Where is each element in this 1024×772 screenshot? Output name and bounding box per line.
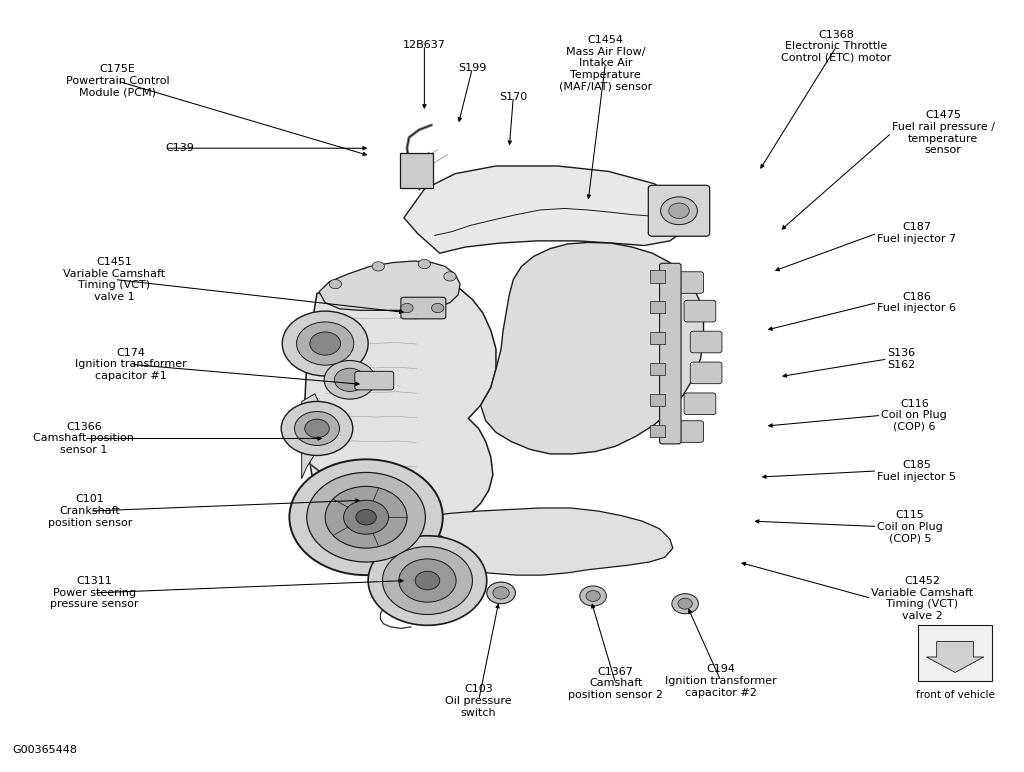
Circle shape	[305, 419, 330, 438]
Bar	[650, 363, 665, 375]
Circle shape	[335, 368, 366, 391]
FancyBboxPatch shape	[684, 300, 716, 322]
Polygon shape	[305, 274, 496, 537]
Circle shape	[325, 361, 375, 399]
Circle shape	[431, 303, 443, 313]
Text: 12B637: 12B637	[402, 40, 445, 49]
FancyBboxPatch shape	[400, 297, 445, 319]
Circle shape	[443, 272, 456, 281]
Text: C1311
Power steering
pressure sensor: C1311 Power steering pressure sensor	[50, 576, 138, 610]
Text: C139: C139	[166, 144, 195, 153]
Circle shape	[418, 259, 430, 269]
Text: C175E
Powertrain Control
Module (PCM): C175E Powertrain Control Module (PCM)	[66, 64, 169, 98]
Text: C174
Ignition transformer
capacitor #1: C174 Ignition transformer capacitor #1	[75, 347, 186, 381]
Circle shape	[678, 598, 692, 609]
Text: C1451
Variable Camshaft
Timing (VCT)
valve 1: C1451 Variable Camshaft Timing (VCT) val…	[63, 257, 166, 302]
Circle shape	[415, 571, 439, 590]
Circle shape	[330, 279, 342, 289]
FancyBboxPatch shape	[399, 153, 432, 188]
Bar	[650, 270, 665, 283]
Text: C1367
Camshaft
position sensor 2: C1367 Camshaft position sensor 2	[568, 666, 664, 700]
Circle shape	[672, 594, 698, 614]
Text: C186
Fuel injector 6: C186 Fuel injector 6	[878, 292, 956, 313]
Polygon shape	[317, 508, 673, 575]
Text: C1475
Fuel rail pressure /
temperature
sensor: C1475 Fuel rail pressure / temperature s…	[892, 110, 994, 155]
Circle shape	[310, 332, 341, 355]
Circle shape	[669, 203, 689, 218]
Text: C187
Fuel injector 7: C187 Fuel injector 7	[878, 222, 956, 244]
FancyBboxPatch shape	[672, 421, 703, 442]
Circle shape	[297, 322, 354, 365]
Polygon shape	[927, 642, 984, 672]
Polygon shape	[480, 242, 703, 454]
Circle shape	[580, 586, 606, 606]
Circle shape	[400, 303, 413, 313]
Bar	[919, 625, 992, 681]
Circle shape	[586, 591, 600, 601]
Text: C116
Coil on Plug
(COP) 6: C116 Coil on Plug (COP) 6	[882, 398, 947, 432]
Circle shape	[369, 536, 486, 625]
Polygon shape	[302, 394, 330, 479]
Text: S136
S162: S136 S162	[888, 348, 915, 370]
Text: G00365448: G00365448	[12, 745, 77, 755]
Circle shape	[326, 486, 407, 548]
Circle shape	[493, 587, 509, 599]
FancyBboxPatch shape	[690, 362, 722, 384]
Text: C101
Crankshaft
position sensor: C101 Crankshaft position sensor	[48, 494, 132, 528]
Circle shape	[398, 573, 419, 588]
Text: C115
Coil on Plug
(COP) 5: C115 Coil on Plug (COP) 5	[878, 510, 943, 543]
Text: C1368
Electronic Throttle
Control (ETC) motor: C1368 Electronic Throttle Control (ETC) …	[781, 29, 892, 63]
FancyBboxPatch shape	[659, 263, 681, 444]
Bar	[650, 301, 665, 313]
Text: C1454
Mass Air Flow/
Intake Air
Temperature
(MAF/IAT) sensor: C1454 Mass Air Flow/ Intake Air Temperat…	[559, 35, 652, 92]
Text: C194
Ignition transformer
capacitor #2: C194 Ignition transformer capacitor #2	[665, 664, 777, 698]
Text: front of vehicle: front of vehicle	[915, 690, 994, 700]
Circle shape	[307, 472, 425, 562]
Circle shape	[486, 582, 515, 604]
Text: C1452
Variable Camshaft
Timing (VCT)
valve 2: C1452 Variable Camshaft Timing (VCT) val…	[871, 576, 974, 621]
Circle shape	[282, 401, 353, 455]
FancyBboxPatch shape	[648, 185, 710, 236]
Text: C185
Fuel injector 5: C185 Fuel injector 5	[878, 460, 956, 482]
Circle shape	[382, 547, 472, 615]
Circle shape	[290, 459, 442, 575]
FancyBboxPatch shape	[355, 371, 393, 390]
Circle shape	[372, 262, 384, 271]
Text: S170: S170	[500, 92, 527, 101]
Circle shape	[398, 559, 456, 602]
Circle shape	[356, 510, 376, 525]
Text: C1366
Camshaft position
sensor 1: C1366 Camshaft position sensor 1	[34, 422, 134, 455]
Circle shape	[660, 197, 697, 225]
Text: S199: S199	[459, 63, 486, 73]
Bar	[650, 425, 665, 437]
Bar	[650, 332, 665, 344]
FancyBboxPatch shape	[672, 272, 703, 293]
FancyBboxPatch shape	[690, 331, 722, 353]
Polygon shape	[319, 261, 460, 310]
Circle shape	[295, 411, 340, 445]
Circle shape	[344, 500, 388, 534]
Polygon shape	[403, 166, 687, 253]
Bar	[650, 394, 665, 406]
Text: C103
Oil pressure
switch: C103 Oil pressure switch	[445, 684, 512, 718]
Circle shape	[283, 311, 369, 376]
FancyBboxPatch shape	[684, 393, 716, 415]
